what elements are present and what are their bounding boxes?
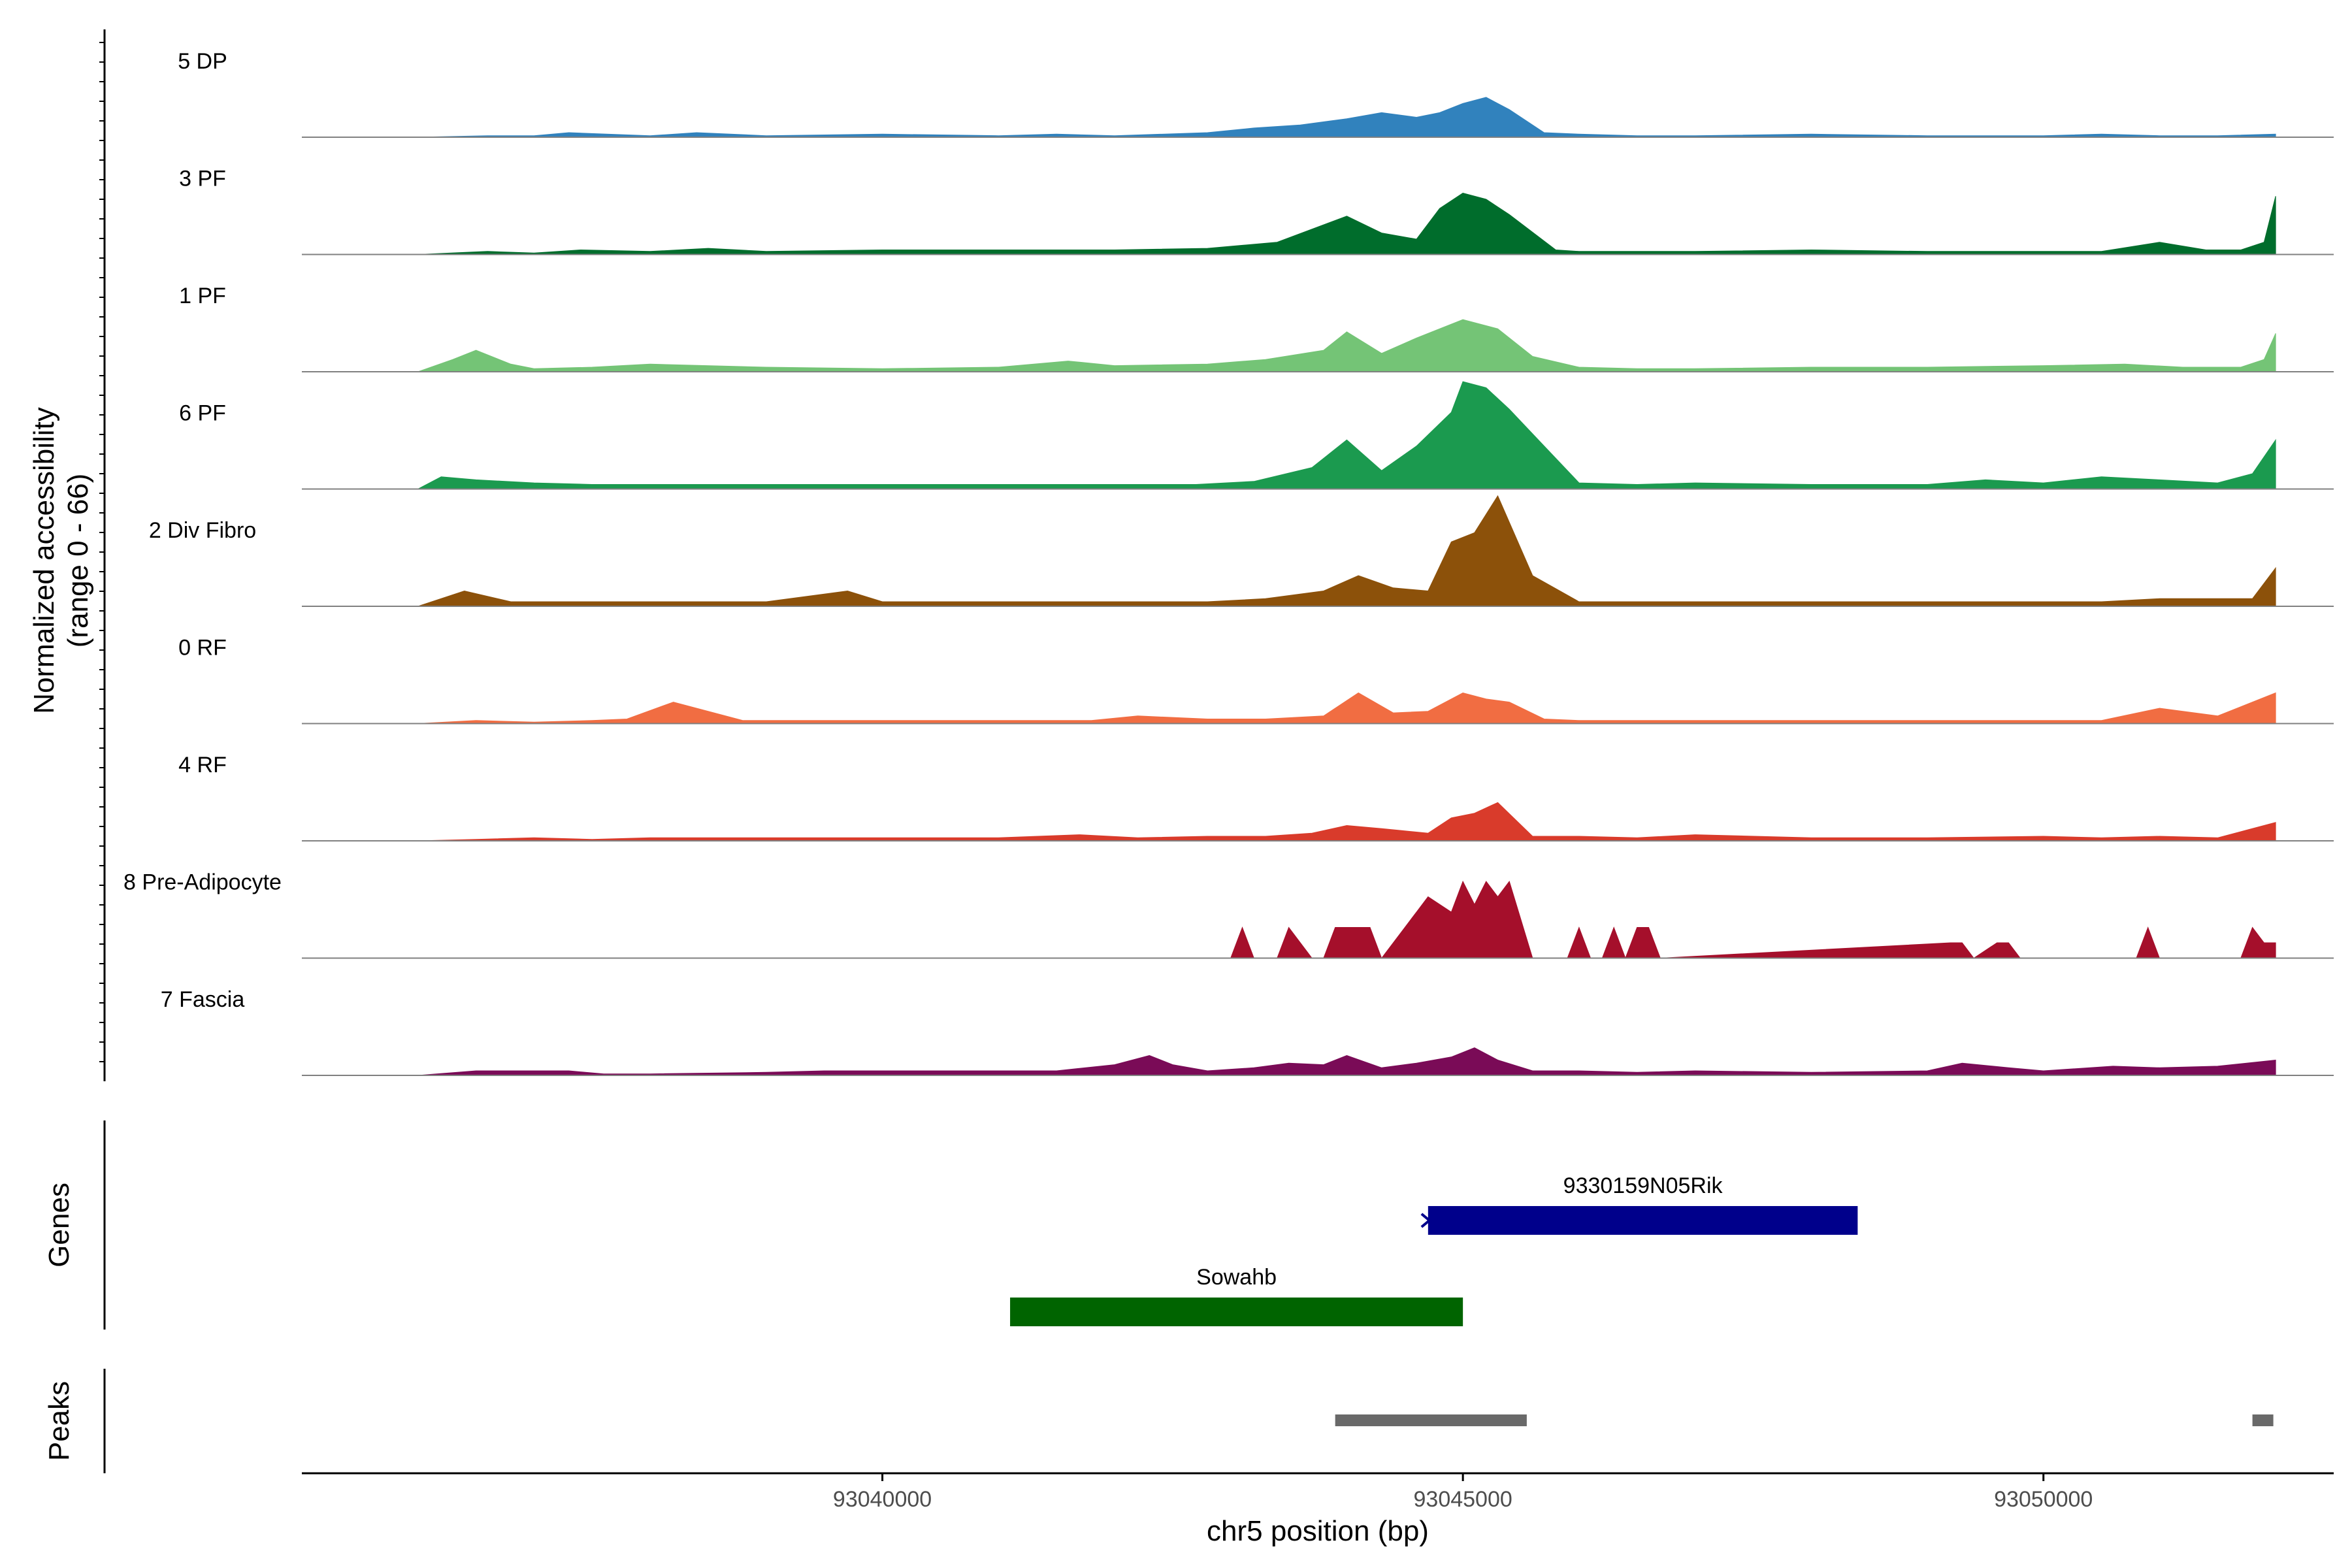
genes-panel: Genes 9330159N05Rik Sowahb xyxy=(43,1120,1858,1330)
gene-annotations: 9330159N05Rik Sowahb xyxy=(1010,1173,1858,1326)
y-axis-title: Normalized accessibility xyxy=(28,407,60,713)
peak-regions xyxy=(1335,1414,2274,1426)
strand-arrow-icon xyxy=(1420,1213,1431,1228)
track-label: 7 Fascia xyxy=(161,987,245,1012)
coverage-tracks: 5 DP 3 PF 1 PF 6 PF 2 Div Fibro 0 RF 4 RF 8 Pre… xyxy=(123,49,2334,1076)
track-8-pre-adipocyte: 8 Pre-Adipocyte xyxy=(123,870,2334,959)
track-label: 2 Div Fibro xyxy=(149,518,256,543)
gene-9330159n05rik: 9330159N05Rik xyxy=(1420,1173,1858,1235)
track-4-rf: 4 RF xyxy=(178,753,2334,841)
x-tick-label: 93045000 xyxy=(1414,1487,1512,1512)
peaks-panel: Peaks xyxy=(43,1369,2274,1473)
track-1-pf: 1 PF xyxy=(179,284,2334,372)
gene-body xyxy=(1428,1206,1858,1235)
peak-bar xyxy=(1335,1414,1527,1426)
coverage-area xyxy=(417,692,2276,724)
gene-body xyxy=(1010,1298,1463,1326)
coverage-area xyxy=(417,495,2276,607)
peak-bar xyxy=(2252,1414,2274,1426)
coverage-y-ticks xyxy=(99,42,105,1062)
gene-label: Sowahb xyxy=(1196,1265,1277,1290)
track-0-rf: 0 RF xyxy=(178,636,2334,725)
x-tick-label: 93040000 xyxy=(833,1487,932,1512)
y-axis-title-group: Normalized accessibility (range 0 - 66) xyxy=(28,407,94,713)
track-label: 1 PF xyxy=(179,284,226,308)
coverage-area xyxy=(1230,880,2276,959)
coverage-area xyxy=(417,193,2276,255)
gene-label: 9330159N05Rik xyxy=(1563,1173,1723,1198)
track-7-fascia: 7 Fascia xyxy=(161,987,2334,1076)
y-axis-range: (range 0 - 66) xyxy=(62,474,94,648)
track-3-pf: 3 PF xyxy=(179,167,2334,255)
track-2-div-fibro: 2 Div Fibro xyxy=(149,495,2334,607)
track-6-pf: 6 PF xyxy=(179,381,2334,490)
coverage-area xyxy=(417,319,2276,372)
track-5-dp: 5 DP xyxy=(178,49,2334,138)
track-label: 5 DP xyxy=(178,49,227,74)
genes-panel-title: Genes xyxy=(43,1183,75,1267)
coverage-area xyxy=(417,97,2276,138)
x-axis-title: chr5 position (bp) xyxy=(1207,1515,1429,1547)
track-label: 8 Pre-Adipocyte xyxy=(123,870,282,895)
track-label: 0 RF xyxy=(178,636,227,661)
peaks-panel-title: Peaks xyxy=(43,1381,75,1461)
coverage-area xyxy=(417,381,2276,489)
gene-sowahb: Sowahb xyxy=(1010,1265,1463,1326)
coverage-area xyxy=(417,1047,2276,1076)
track-label: 4 RF xyxy=(178,753,227,777)
track-label: 6 PF xyxy=(179,401,226,426)
x-tick-label: 93050000 xyxy=(1994,1487,2093,1512)
coverage-area xyxy=(417,802,2276,841)
x-axis-ticks: 93040000 93045000 93050000 xyxy=(833,1473,2093,1512)
track-label: 3 PF xyxy=(179,167,226,191)
